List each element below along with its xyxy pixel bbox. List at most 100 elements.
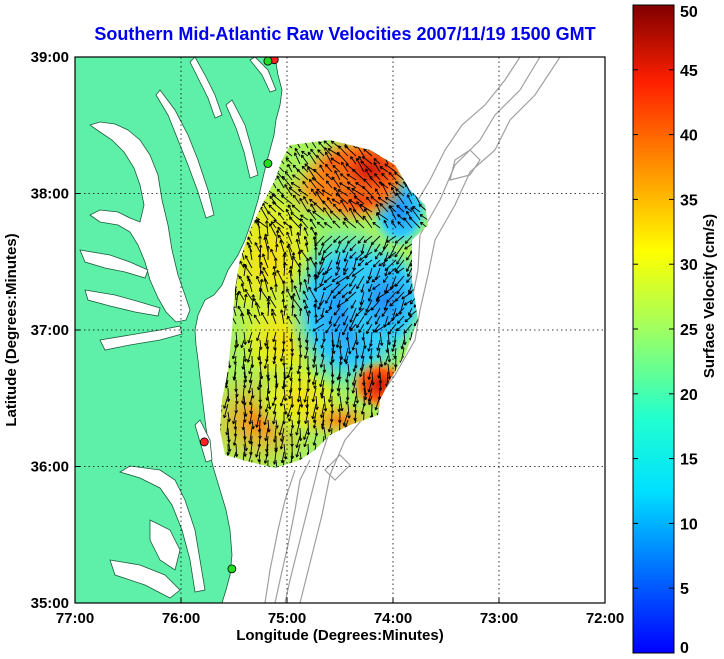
velocity-arrow	[227, 411, 230, 422]
velocity-arrow-head	[347, 415, 351, 419]
velocity-arrow	[283, 363, 286, 380]
velocity-arrow-head	[372, 221, 376, 226]
velocity-arrow	[406, 251, 413, 261]
velocity-arrow-head	[403, 217, 407, 221]
velocity-arrow-head	[313, 303, 317, 307]
velocity-arrow	[369, 175, 381, 189]
velocity-arrow	[227, 427, 230, 443]
velocity-arrow	[387, 363, 391, 380]
velocity-arrow	[368, 363, 373, 380]
velocity-arrow	[330, 210, 341, 221]
velocity-arrow	[332, 164, 341, 173]
velocity-arrow	[274, 427, 277, 443]
velocity-arrow	[275, 459, 278, 468]
velocity-arrow-head	[376, 212, 381, 216]
velocity-arrow	[370, 235, 381, 245]
velocity-arrow	[306, 395, 309, 408]
velocity-arrow-head	[288, 225, 293, 229]
velocity-arrow	[385, 283, 397, 294]
velocity-arrow	[279, 240, 285, 253]
velocity-arrow	[264, 355, 269, 369]
velocity-arrow	[345, 419, 349, 429]
velocity-arrow-head	[284, 170, 289, 175]
velocity-arrow	[325, 163, 333, 173]
velocity-arrow	[366, 196, 373, 205]
velocity-arrow	[312, 403, 317, 420]
velocity-arrow	[347, 339, 351, 355]
velocity-arrow-head	[290, 425, 295, 429]
velocity-arrow	[288, 387, 293, 399]
velocity-arrow-head	[335, 250, 339, 254]
velocity-arrow-head	[327, 148, 332, 152]
velocity-arrow	[304, 347, 309, 359]
velocity-arrow	[379, 243, 389, 256]
velocity-arrow-head	[275, 425, 279, 429]
velocity-arrow-head	[272, 201, 276, 205]
velocity-arrow	[289, 225, 293, 237]
velocity-arrow-head	[379, 342, 384, 346]
velocity-arrow	[343, 411, 349, 426]
velocity-arrow-head	[253, 314, 258, 318]
velocity-arrow	[243, 435, 247, 451]
velocity-arrow	[323, 243, 333, 254]
velocity-arrow-head	[285, 157, 290, 161]
velocity-arrow	[307, 310, 310, 325]
velocity-arrow-head	[234, 345, 238, 349]
velocity-arrow-head	[383, 307, 388, 311]
velocity-arrow	[283, 403, 287, 415]
velocity-arrow	[338, 208, 349, 221]
velocity-arrow	[419, 214, 428, 221]
velocity-arrow	[296, 443, 301, 458]
velocity-arrow	[313, 347, 317, 363]
velocity-arrow	[335, 243, 341, 254]
velocity-arrow	[404, 315, 413, 323]
velocity-arrow	[294, 152, 301, 165]
velocity-arrow	[354, 251, 365, 261]
velocity-arrow-head	[286, 244, 291, 249]
velocity-arrow	[343, 259, 349, 272]
velocity-arrow	[320, 403, 325, 418]
velocity-arrow	[384, 355, 389, 366]
velocity-arrow-head	[335, 281, 340, 285]
velocity-arrow-head	[360, 250, 364, 254]
velocity-arrow	[404, 243, 413, 250]
velocity-arrow-head	[310, 148, 314, 153]
velocity-arrow-head	[361, 337, 366, 341]
velocity-arrow	[248, 331, 253, 344]
velocity-arrow	[341, 291, 349, 298]
velocity-arrow	[406, 194, 413, 205]
velocity-arrow-head	[394, 253, 398, 258]
velocity-arrow-head	[307, 273, 311, 278]
velocity-arrow	[269, 223, 277, 237]
velocity-arrow-head	[292, 194, 297, 199]
velocity-arrow-head	[261, 311, 265, 316]
velocity-arrow	[319, 371, 325, 387]
velocity-arrow-head	[314, 231, 318, 235]
velocity-arrow	[247, 311, 253, 325]
velocity-arrow-head	[286, 413, 291, 418]
velocity-arrow-head	[248, 421, 253, 425]
velocity-arrow-head	[290, 279, 294, 283]
velocity-arrow	[388, 205, 397, 221]
velocity-arrow-head	[335, 272, 339, 276]
velocity-arrow	[232, 411, 237, 425]
velocity-arrow	[312, 371, 317, 385]
velocity-arrow-head	[288, 395, 292, 400]
velocity-arrow-head	[329, 361, 334, 365]
velocity-arrow-head	[377, 196, 382, 201]
velocity-arrow	[262, 253, 269, 269]
velocity-arrow-head	[314, 246, 318, 250]
velocity-arrow-head	[375, 298, 380, 302]
velocity-arrow	[399, 299, 405, 315]
velocity-arrow	[267, 395, 271, 410]
velocity-arrow	[267, 379, 270, 394]
velocity-arrow-head	[356, 201, 360, 205]
velocity-arrow	[304, 305, 309, 317]
velocity-arrow	[343, 267, 349, 276]
velocity-arrow	[325, 151, 333, 165]
velocity-arrow-head	[306, 432, 311, 436]
velocity-arrow	[289, 269, 293, 285]
velocity-arrow	[386, 339, 389, 353]
velocity-arrow	[387, 331, 390, 346]
velocity-arrow	[305, 331, 309, 343]
